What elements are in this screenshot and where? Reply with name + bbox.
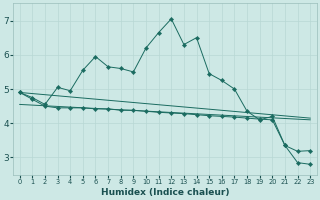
X-axis label: Humidex (Indice chaleur): Humidex (Indice chaleur) [101, 188, 229, 197]
